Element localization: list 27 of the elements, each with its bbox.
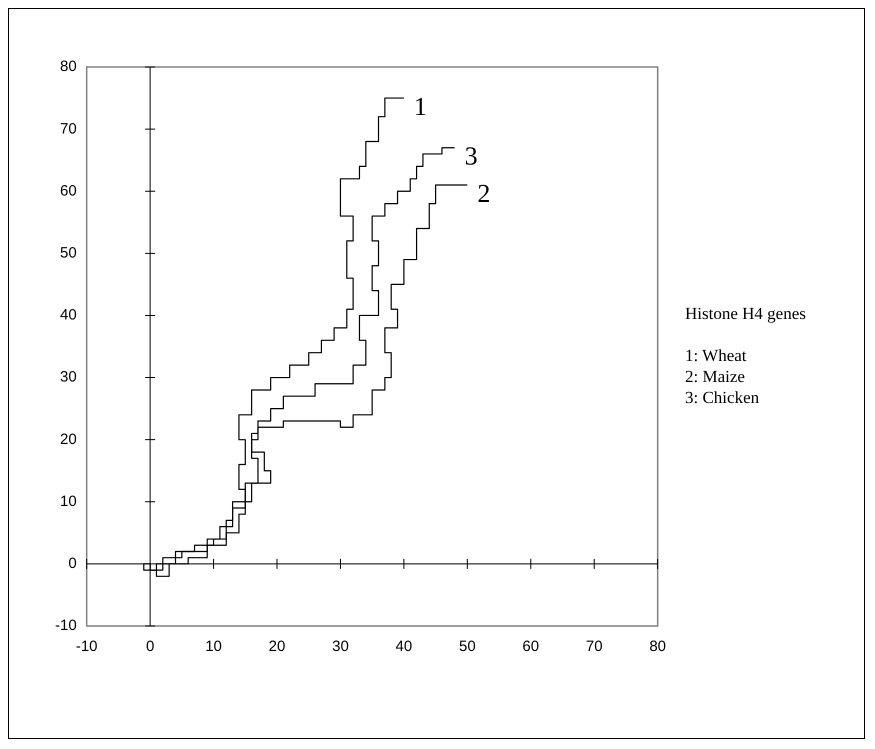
y-tick-label: 30 — [60, 368, 77, 386]
x-tick-label: 80 — [649, 638, 666, 656]
y-tick-label: 50 — [60, 244, 77, 262]
y-tick-label: -10 — [54, 617, 77, 634]
y-tick-label: 20 — [60, 430, 77, 448]
x-tick-label: 0 — [146, 638, 154, 656]
series-label: 1 — [414, 92, 427, 121]
series-label: 2 — [477, 178, 490, 208]
series-label: 3 — [464, 142, 478, 171]
text: 2: Maize — [685, 366, 746, 387]
y-tick-label: 60 — [60, 182, 77, 200]
x-tick-label: 20 — [268, 638, 286, 656]
y-tick-label: 80 — [60, 58, 77, 76]
x-tick-label: 10 — [205, 638, 222, 656]
text: 3: Chicken — [685, 387, 760, 408]
x-tick-label: 50 — [458, 638, 476, 656]
x-tick-label: 60 — [522, 638, 540, 656]
text: Histone H4 genes — [685, 303, 806, 324]
y-tick-label: 10 — [60, 492, 77, 510]
y-tick-label: 40 — [60, 306, 77, 324]
x-tick-label: 30 — [332, 638, 349, 656]
x-tick-label: 40 — [396, 638, 412, 656]
x-tick-label: 70 — [586, 638, 603, 656]
y-tick-label: 0 — [68, 555, 77, 572]
y-tick-label: 70 — [60, 120, 77, 138]
x-tick-label: -10 — [76, 638, 98, 656]
text: 1: Wheat — [685, 345, 748, 366]
